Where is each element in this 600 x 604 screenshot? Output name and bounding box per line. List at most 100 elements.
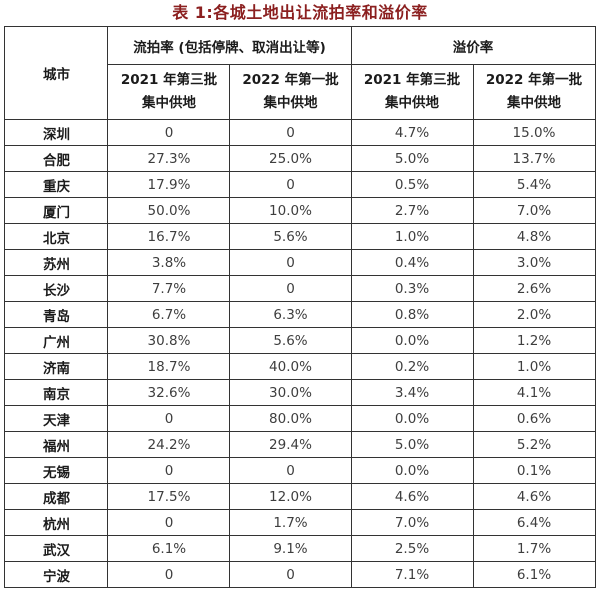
- value-cell: 1.7%: [472, 535, 596, 562]
- value-cell: 1.0%: [350, 223, 474, 250]
- table-row: 无锡 0 0 0.0% 0.1%: [4, 457, 596, 484]
- value-cell: 16.7%: [107, 223, 231, 250]
- value-cell: 3.0%: [472, 249, 596, 276]
- value-cell: 0: [229, 119, 352, 146]
- value-cell: 5.6%: [229, 223, 352, 250]
- value-cell: 1.0%: [472, 353, 596, 380]
- column-group-premium-rate: 溢价率: [350, 26, 596, 65]
- table-row: 长沙 7.7% 0 0.3% 2.6%: [4, 275, 596, 302]
- value-cell: 0: [229, 275, 352, 302]
- table-row: 厦门 50.0% 10.0% 2.7% 7.0%: [4, 197, 596, 224]
- table-row: 北京 16.7% 5.6% 1.0% 4.8%: [4, 223, 596, 250]
- value-cell: 5.2%: [472, 431, 596, 458]
- value-cell: 2.6%: [472, 275, 596, 302]
- value-cell: 0.2%: [350, 353, 474, 380]
- value-cell: 17.9%: [107, 171, 231, 198]
- value-cell: 0: [107, 119, 231, 146]
- subheader-line1: 2022 年第一批: [485, 72, 583, 88]
- city-cell: 无锡: [4, 457, 109, 484]
- value-cell: 0: [107, 509, 231, 536]
- value-cell: 0: [229, 171, 352, 198]
- value-cell: 29.4%: [229, 431, 352, 458]
- table-row: 深圳 0 0 4.7% 15.0%: [4, 119, 596, 146]
- value-cell: 4.6%: [350, 483, 474, 510]
- value-cell: 0: [107, 457, 231, 484]
- table-row: 宁波 0 0 7.1% 6.1%: [4, 561, 596, 588]
- value-cell: 30.8%: [107, 327, 231, 354]
- value-cell: 3.8%: [107, 249, 231, 276]
- city-cell: 天津: [4, 405, 109, 432]
- table-row: 南京 32.6% 30.0% 3.4% 4.1%: [4, 379, 596, 406]
- value-cell: 5.0%: [350, 145, 474, 172]
- table-row: 天津 0 80.0% 0.0% 0.6%: [4, 405, 596, 432]
- city-cell: 武汉: [4, 535, 109, 562]
- value-cell: 40.0%: [229, 353, 352, 380]
- value-cell: 80.0%: [229, 405, 352, 432]
- value-cell: 6.1%: [472, 561, 596, 588]
- value-cell: 24.2%: [107, 431, 231, 458]
- value-cell: 0: [107, 561, 231, 588]
- table-row: 福州 24.2% 29.4% 5.0% 5.2%: [4, 431, 596, 458]
- subheader-line2: 集中供地: [385, 95, 439, 111]
- city-cell: 青岛: [4, 301, 109, 328]
- value-cell: 3.4%: [350, 379, 474, 406]
- table-row: 成都 17.5% 12.0% 4.6% 4.6%: [4, 483, 596, 510]
- value-cell: 32.6%: [107, 379, 231, 406]
- value-cell: 27.3%: [107, 145, 231, 172]
- value-cell: 13.7%: [472, 145, 596, 172]
- table-row: 广州 30.8% 5.6% 0.0% 1.2%: [4, 327, 596, 354]
- city-cell: 北京: [4, 223, 109, 250]
- value-cell: 4.1%: [472, 379, 596, 406]
- land-auction-table: 城市 流拍率 (包括停牌、取消出让等) 溢价率 2021 年第三批 集中供地 202…: [4, 26, 596, 588]
- value-cell: 0: [229, 249, 352, 276]
- value-cell: 0.0%: [350, 405, 474, 432]
- city-cell: 广州: [4, 327, 109, 354]
- value-cell: 4.6%: [472, 483, 596, 510]
- table-row: 武汉 6.1% 9.1% 2.5% 1.7%: [4, 535, 596, 562]
- table-body: 深圳 0 0 4.7% 15.0% 合肥 27.3% 25.0% 5.0% 13.7% 重庆 17.9…: [4, 119, 596, 588]
- city-cell: 长沙: [4, 275, 109, 302]
- header-sub-row: 2021 年第三批 集中供地 2022 年第一批 集中供地 2021 年第三批 集中供地 2…: [5, 64, 596, 120]
- city-cell: 重庆: [4, 171, 109, 198]
- subheader-line1: 2021 年第三批: [120, 72, 218, 88]
- value-cell: 30.0%: [229, 379, 352, 406]
- value-cell: 4.7%: [350, 119, 474, 146]
- value-cell: 17.5%: [107, 483, 231, 510]
- value-cell: 9.1%: [229, 535, 352, 562]
- column-subheader-premium-2022-batch1: 2022 年第一批 集中供地: [472, 64, 596, 120]
- subheader-line2: 集中供地: [141, 95, 196, 111]
- value-cell: 0.8%: [350, 301, 474, 328]
- value-cell: 0: [229, 457, 352, 484]
- value-cell: 4.8%: [472, 223, 596, 250]
- column-header-city: 城市: [4, 26, 109, 120]
- value-cell: 1.7%: [229, 509, 352, 536]
- value-cell: 5.6%: [229, 327, 352, 354]
- value-cell: 0.1%: [472, 457, 596, 484]
- value-cell: 6.4%: [472, 509, 596, 536]
- header-group-row: 城市 流拍率 (包括停牌、取消出让等) 溢价率: [4, 26, 596, 120]
- value-cell: 10.0%: [229, 197, 352, 224]
- value-cell: 7.0%: [472, 197, 596, 224]
- table-row: 杭州 0 1.7% 7.0% 6.4%: [4, 509, 596, 536]
- city-cell: 福州: [4, 431, 109, 458]
- city-cell: 合肥: [4, 145, 109, 172]
- value-cell: 5.0%: [350, 431, 474, 458]
- value-cell: 12.0%: [229, 483, 352, 510]
- value-cell: 0.0%: [350, 327, 474, 354]
- subheader-line1: 2021 年第三批: [363, 72, 461, 88]
- value-cell: 1.2%: [472, 327, 596, 354]
- value-cell: 25.0%: [229, 145, 352, 172]
- table-row: 合肥 27.3% 25.0% 5.0% 13.7%: [4, 145, 596, 172]
- table-row: 青岛 6.7% 6.3% 0.8% 2.0%: [4, 301, 596, 328]
- subheader-line2: 集中供地: [507, 95, 561, 111]
- table-row: 苏州 3.8% 0 0.4% 3.0%: [4, 249, 596, 276]
- value-cell: 0.0%: [350, 457, 474, 484]
- value-cell: 18.7%: [107, 353, 231, 380]
- city-cell: 厦门: [4, 197, 109, 224]
- table-title: 表 1:各城土地出让流拍率和溢价率: [172, 3, 428, 22]
- value-cell: 0: [107, 405, 231, 432]
- value-cell: 0.3%: [350, 275, 474, 302]
- value-cell: 0: [229, 561, 352, 588]
- city-cell: 深圳: [4, 119, 109, 146]
- value-cell: 2.5%: [350, 535, 474, 562]
